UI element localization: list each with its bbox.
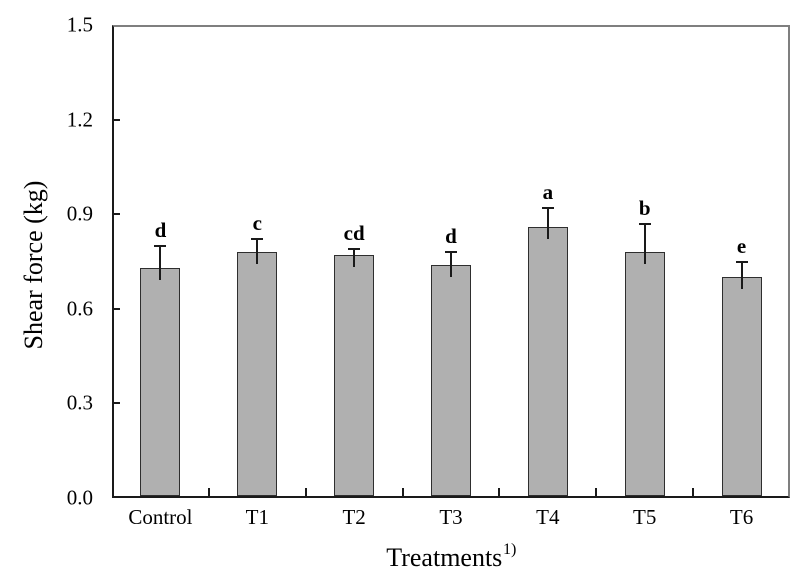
error-bar-cap-t6	[735, 260, 748, 263]
y-tick-mark	[112, 118, 120, 121]
x-tick-label-t6: T6	[729, 505, 754, 529]
error-bar-stem-t4	[546, 207, 549, 239]
error-bar-stem-t1	[256, 239, 259, 265]
y-tick-mark	[112, 402, 120, 405]
bar-control	[140, 267, 181, 496]
bar-t4	[527, 226, 568, 496]
error-bar-cap-control	[154, 244, 167, 247]
error-bar-stem-t5	[643, 223, 646, 265]
x-tick-mark	[498, 488, 501, 496]
error-bar-cap-t4	[541, 206, 554, 209]
error-bar-stem-t6	[740, 261, 743, 290]
y-tick-label-1.5: 1.5	[66, 12, 93, 37]
significance-letter-t1: c	[252, 211, 262, 236]
bar-t2	[334, 255, 375, 496]
significance-letter-t3: d	[445, 224, 457, 249]
significance-letter-t4: a	[542, 179, 554, 204]
y-tick-label-0.6: 0.6	[66, 296, 93, 321]
bar-t6	[721, 277, 762, 496]
significance-letter-t5: b	[638, 195, 651, 220]
x-tick-mark	[595, 488, 598, 496]
significance-letter-control: d	[154, 217, 167, 242]
x-axis-title-superscript: 1)	[502, 540, 517, 558]
error-bar-cap-t5	[638, 222, 651, 225]
y-tick-label-0.0: 0.0	[66, 485, 93, 510]
error-bar-stem-t2	[353, 248, 356, 268]
x-tick-label-t1: T1	[245, 505, 269, 529]
bar-t1	[237, 252, 278, 496]
error-bar-cap-t2	[348, 247, 361, 250]
x-tick-label-control: Control	[128, 505, 193, 529]
x-tick-mark	[401, 488, 404, 496]
bar-t3	[431, 264, 471, 496]
y-tick-label-1.2: 1.2	[66, 107, 93, 132]
x-tick-label-t3: T3	[439, 505, 463, 529]
error-bar-cap-t1	[251, 238, 264, 241]
y-tick-label-0.9: 0.9	[66, 201, 93, 226]
x-tick-label-t4: T4	[536, 505, 560, 529]
x-tick-mark	[207, 488, 210, 496]
error-bar-stem-t3	[450, 252, 452, 277]
x-tick-mark	[304, 488, 307, 496]
x-tick-mark	[692, 488, 695, 496]
x-tick-label-t2: T2	[342, 505, 366, 529]
error-bar-stem-control	[159, 245, 162, 280]
y-tick-label-0.3: 0.3	[66, 390, 93, 415]
significance-letter-t2: cd	[343, 220, 365, 245]
bar-t5	[624, 252, 665, 496]
y-tick-mark	[112, 213, 120, 216]
significance-letter-t6: e	[736, 233, 747, 258]
y-tick-mark	[112, 307, 120, 310]
x-axis-title: Treatments1)	[386, 540, 517, 573]
error-bar-cap-t3	[445, 251, 457, 254]
x-tick-label-t5: T5	[633, 505, 657, 529]
x-axis-title-text: Treatments	[386, 543, 503, 572]
